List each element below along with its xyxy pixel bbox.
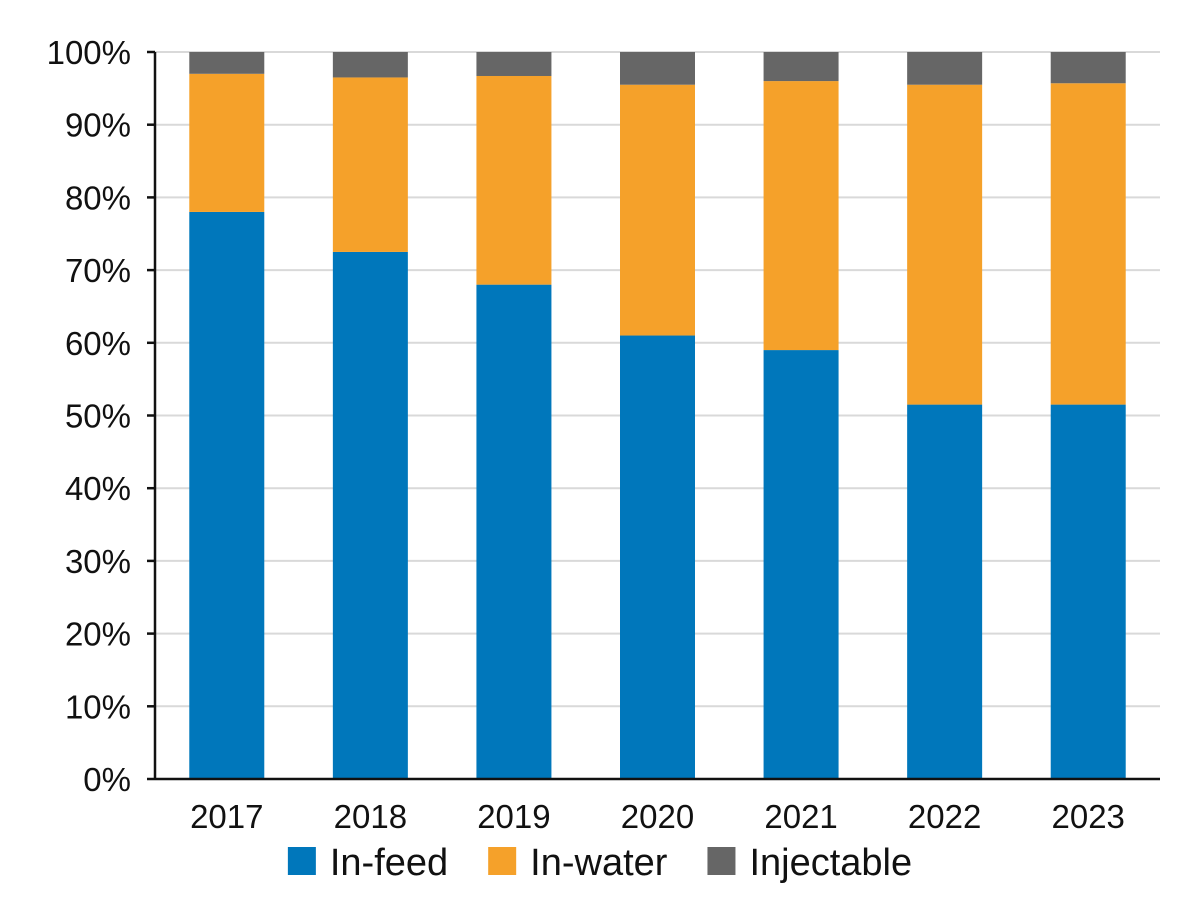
legend-label: In-feed [330, 842, 448, 884]
bar-stack-2017 [189, 52, 265, 779]
x-tick-label: 2018 [334, 798, 407, 835]
y-tick-label: 60% [65, 325, 131, 362]
legend-item-injectable: Injectable [707, 842, 912, 884]
axes [147, 50, 1160, 781]
bar-segment-in-feed [1050, 404, 1126, 779]
y-tick-label: 30% [65, 543, 131, 580]
y-tick-label: 90% [65, 107, 131, 144]
bar-segment-in-water [476, 75, 552, 285]
bar-segment-injectable [332, 52, 408, 78]
y-tick-labels: 0% 10% 20% 30% 40% 50% 60% 70% 80% 90% 100% [47, 34, 131, 798]
bar-stack-2023 [1050, 52, 1126, 779]
y-tick-label: 0% [83, 761, 131, 798]
bar-segment-in-feed [476, 284, 552, 779]
bar-segment-in-feed [189, 211, 265, 779]
x-tick-label: 2023 [1052, 798, 1125, 835]
bar-segment-injectable [763, 52, 839, 82]
y-tick-label: 50% [65, 398, 131, 435]
bar-segment-in-water [620, 84, 695, 336]
bar-segment-in-water [332, 77, 408, 252]
y-tick-label: 100% [47, 34, 131, 71]
legend-item-in-water: In-water [488, 842, 668, 884]
bar-segment-injectable [620, 52, 695, 85]
x-tick-label: 2019 [477, 798, 550, 835]
x-tick-label: 2021 [764, 798, 837, 835]
y-tick-label: 10% [65, 688, 131, 725]
x-tick-labels: 2017 2018 2019 2020 2021 2022 2023 [190, 798, 1125, 835]
bar-segment-in-water [1050, 83, 1126, 405]
y-tick-label: 70% [65, 252, 131, 289]
bar-segment-in-water [189, 73, 265, 212]
bar-stack-2021 [763, 52, 839, 779]
bar-segment-in-feed [907, 404, 983, 779]
bar-segment-injectable [476, 52, 552, 76]
legend-item-in-feed: In-feed [287, 842, 448, 884]
bar-stack-2022 [907, 52, 983, 779]
bar-segment-in-feed [332, 251, 408, 780]
bar-segment-injectable [907, 52, 983, 85]
x-tick-label: 2022 [908, 798, 981, 835]
legend: In-feed In-water Injectable [287, 842, 912, 884]
legend-swatch [488, 847, 517, 875]
x-tick-label: 2020 [621, 798, 694, 835]
legend-swatch [707, 847, 736, 875]
y-tick-label: 80% [65, 179, 131, 216]
bars [189, 52, 1126, 780]
legend-label: Injectable [749, 842, 912, 884]
bar-segment-in-feed [620, 335, 695, 779]
bar-stack-2019 [476, 52, 552, 779]
bar-segment-in-feed [763, 350, 839, 779]
legend-swatch [287, 847, 316, 875]
bar-segment-injectable [189, 52, 265, 74]
bar-segment-injectable [1050, 52, 1126, 84]
y-tick-label: 20% [65, 616, 131, 653]
bar-stack-2018 [332, 52, 408, 780]
y-tick-label: 40% [65, 470, 131, 507]
bar-segment-in-water [763, 81, 839, 351]
bar-segment-in-water [907, 84, 983, 405]
legend-label: In-water [530, 842, 668, 884]
x-tick-label: 2017 [190, 798, 263, 835]
bar-stack-2020 [620, 52, 695, 779]
